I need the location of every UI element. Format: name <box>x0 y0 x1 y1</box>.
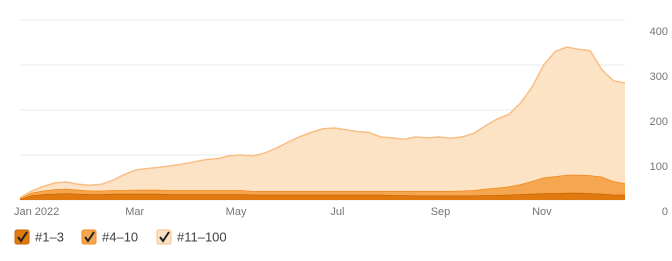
x-tick-label: Jul <box>330 206 344 218</box>
x-tick-label: Jan 2022 <box>14 206 59 218</box>
legend: #1–3 #4–10 #11–100 <box>14 229 227 245</box>
y-tick-label: 200 <box>650 116 668 128</box>
x-tick-label: May <box>226 206 247 218</box>
x-tick-label: Nov <box>532 206 552 218</box>
y-tick-label: 400 <box>650 26 668 38</box>
area <box>20 174 625 200</box>
y-tick-label: 300 <box>650 71 668 83</box>
legend-item[interactable]: #11–100 <box>156 229 227 245</box>
legend-item[interactable]: #1–3 <box>14 229 64 245</box>
area-line <box>19 46 626 199</box>
x-tick-label: Mar <box>125 206 144 218</box>
y-tick-label: 100 <box>650 161 668 173</box>
legend-label: #1–3 <box>35 229 64 244</box>
x-tick-label: Sep <box>431 206 451 218</box>
axes: 0 100 200 300 400 Jan 2022 Mar May Jul Sep Nov <box>14 26 668 218</box>
legend-check <box>17 231 28 243</box>
legend-label: #11–100 <box>177 229 227 244</box>
areas <box>19 46 626 200</box>
legend-check <box>159 231 170 243</box>
area <box>20 47 625 199</box>
legend-item[interactable]: #4–10 <box>81 229 138 245</box>
legend-label: #4–10 <box>102 229 138 244</box>
legend-check <box>84 231 95 243</box>
y-tick-label: 0 <box>662 206 668 218</box>
